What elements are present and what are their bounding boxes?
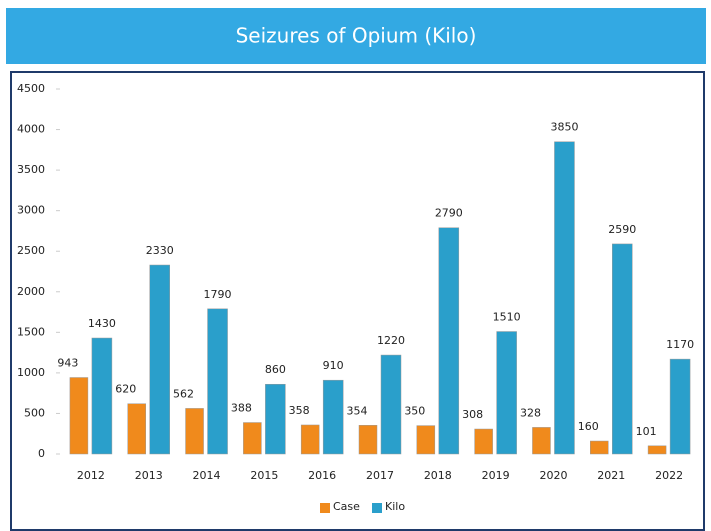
header-bar — [6, 8, 706, 64]
data-label: 910 — [323, 359, 344, 372]
data-label: 350 — [404, 405, 425, 418]
y-tick-label: 1000 — [17, 366, 45, 379]
y-tick-label: 2500 — [17, 244, 45, 257]
x-tick-label: 2017 — [366, 469, 394, 482]
legend-label: Kilo — [385, 500, 405, 513]
bar — [474, 428, 493, 455]
y-tick-label: 4000 — [17, 123, 45, 136]
legend-swatch — [320, 503, 330, 513]
data-label: 2330 — [146, 244, 174, 257]
data-label: 308 — [462, 408, 483, 421]
data-label: 2590 — [608, 223, 636, 236]
bar — [380, 354, 402, 455]
bar — [265, 383, 286, 455]
x-tick-label: 2013 — [135, 469, 163, 482]
x-tick-label: 2016 — [308, 469, 336, 482]
bar — [590, 440, 609, 455]
x-tick-label: 2014 — [193, 469, 221, 482]
bar — [243, 422, 262, 455]
x-tick-label: 2019 — [482, 469, 510, 482]
bar — [300, 424, 320, 455]
bar — [358, 425, 378, 455]
data-label: 2790 — [435, 207, 463, 220]
bar — [322, 379, 344, 455]
bar — [647, 445, 667, 455]
bar — [127, 403, 146, 455]
data-label: 1220 — [377, 334, 405, 347]
data-label: 354 — [347, 404, 368, 417]
bar — [149, 264, 170, 455]
data-label: 3850 — [550, 121, 578, 134]
x-tick-label: 2018 — [424, 469, 452, 482]
chart-frame — [10, 71, 705, 531]
bar — [612, 243, 633, 455]
data-label: 1170 — [666, 338, 694, 351]
y-tick-label: 1500 — [17, 325, 45, 338]
x-tick-label: 2021 — [597, 469, 625, 482]
data-label: 1430 — [88, 317, 116, 330]
y-tick-label: 500 — [24, 406, 45, 419]
y-tick-label: 0 — [38, 447, 45, 460]
x-tick-label: 2015 — [250, 469, 278, 482]
y-tick-label: 4500 — [17, 82, 45, 95]
x-tick-label: 2022 — [655, 469, 683, 482]
legend-label: Case — [333, 500, 360, 513]
bar — [669, 358, 691, 455]
bar — [416, 425, 436, 455]
data-label: 101 — [636, 425, 657, 438]
y-tick-label: 3500 — [17, 163, 45, 176]
data-label: 358 — [289, 404, 310, 417]
data-label: 1510 — [493, 311, 521, 324]
y-tick-label: 2000 — [17, 285, 45, 298]
data-label: 160 — [578, 420, 599, 433]
bar — [496, 331, 517, 455]
data-label: 328 — [520, 406, 541, 419]
bar — [554, 141, 575, 455]
data-label: 388 — [231, 402, 252, 415]
data-label: 620 — [115, 383, 136, 396]
x-tick-label: 2020 — [539, 469, 567, 482]
legend-swatch — [372, 503, 382, 513]
y-tick-label: 3000 — [17, 204, 45, 217]
x-tick-label: 2012 — [77, 469, 105, 482]
bar — [185, 408, 204, 455]
chart-title: Seizures of Opium (Kilo) — [236, 24, 477, 48]
data-label: 860 — [265, 363, 286, 376]
bar — [91, 337, 113, 455]
data-label: 562 — [173, 387, 194, 400]
bar — [438, 227, 460, 455]
bar — [532, 427, 551, 455]
bar — [207, 308, 228, 455]
bar — [69, 377, 89, 455]
data-label: 943 — [57, 357, 78, 370]
data-label: 1790 — [204, 288, 232, 301]
